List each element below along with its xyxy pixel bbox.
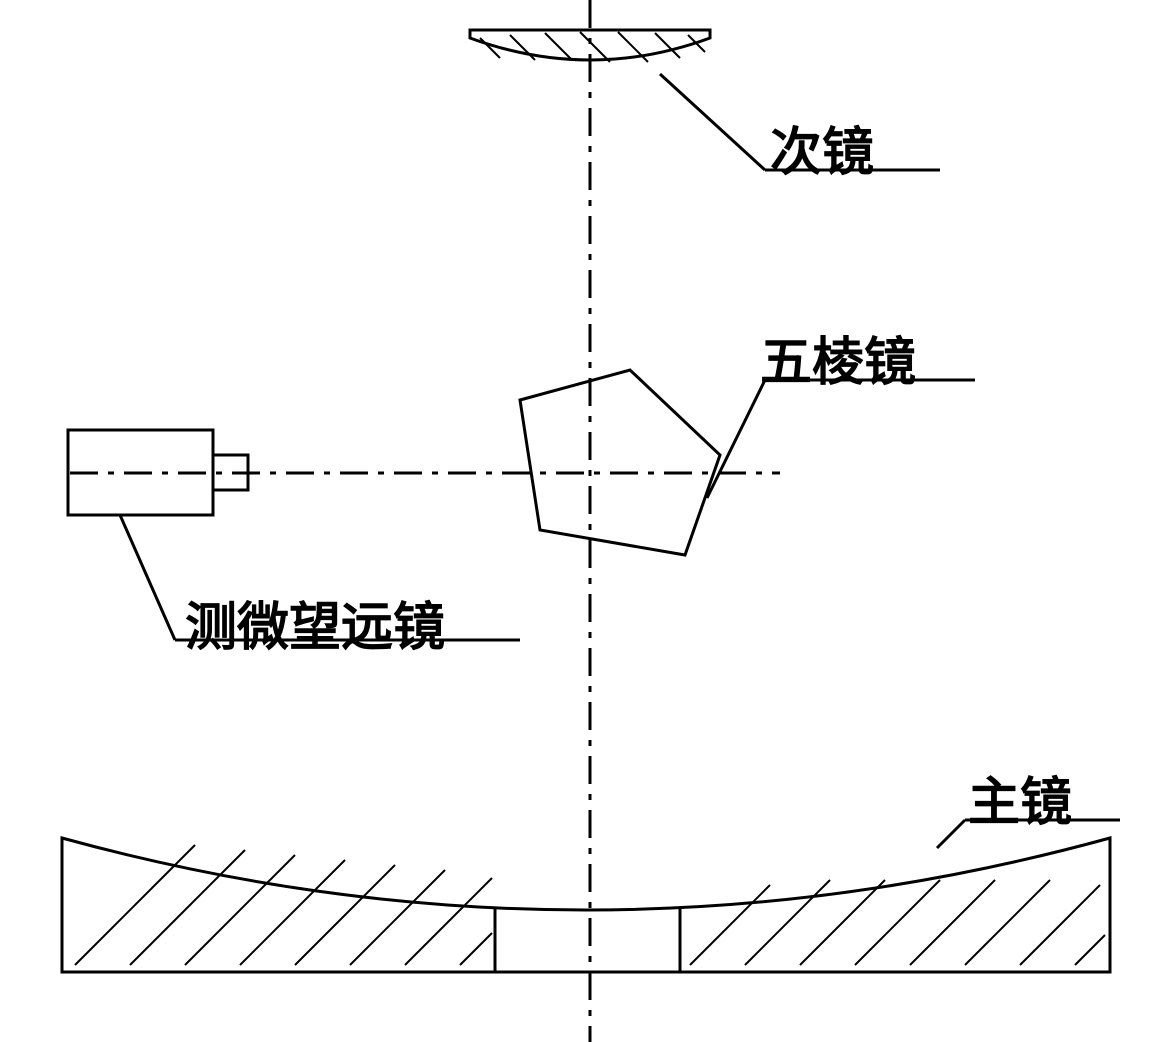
secondary-mirror-label: 次镜: [770, 110, 874, 185]
primary-mirror-hatch: [75, 845, 195, 965]
primary-mirror-hatch: [965, 880, 1050, 965]
primary-mirror-hatch: [295, 865, 395, 965]
secondary-mirror-hatch: [580, 32, 610, 62]
secondary-mirror-hatch: [510, 35, 535, 60]
primary-mirror-outline: [62, 838, 1110, 972]
pentaprism-label: 五棱镜: [760, 320, 916, 395]
pentaprism-leader: [707, 380, 765, 498]
primary-mirror-hatch: [910, 880, 995, 965]
pentaprism-outline: [520, 370, 720, 555]
primary-mirror-hatch: [240, 860, 345, 965]
micrometer-telescope-label: 测微望远镜: [185, 585, 445, 660]
primary-mirror-leader: [937, 820, 965, 848]
primary-mirror-hatch: [350, 870, 445, 965]
primary-mirror-hatch: [855, 880, 940, 965]
primary-mirror-hatch: [405, 878, 492, 965]
primary-mirror-label: 主镜: [968, 760, 1072, 835]
primary-mirror-hatch: [460, 933, 492, 965]
primary-mirror-hatch: [745, 880, 830, 965]
optical-diagram: [0, 0, 1168, 1042]
telescope-leader: [120, 515, 175, 640]
primary-mirror-hatch: [1075, 935, 1105, 965]
secondary-mirror-leader: [660, 74, 765, 170]
